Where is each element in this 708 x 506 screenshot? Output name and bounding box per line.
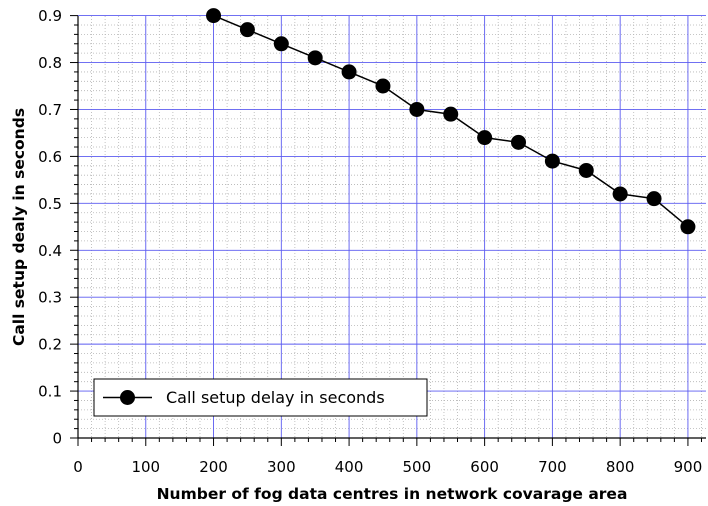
- data-point: [443, 106, 459, 122]
- data-point: [646, 191, 662, 207]
- data-point: [612, 186, 628, 202]
- y-tick-label: 0.5: [38, 195, 62, 213]
- data-point: [544, 153, 560, 169]
- x-tick-label: 500: [403, 458, 432, 476]
- y-tick-label: 0.4: [38, 242, 62, 260]
- data-point: [206, 8, 222, 24]
- x-tick-label: 300: [267, 458, 296, 476]
- x-tick-label: 800: [606, 458, 635, 476]
- y-tick-label: 0.1: [38, 383, 62, 401]
- y-tick-label: 0.2: [38, 336, 62, 354]
- x-tick-label: 100: [131, 458, 160, 476]
- x-axis-title: Number of fog data centres in network co…: [157, 485, 628, 503]
- y-tick-label: 0.9: [38, 7, 62, 25]
- axes: [77, 16, 706, 439]
- x-tick-label: 400: [335, 458, 364, 476]
- major-grid: [78, 15, 706, 438]
- legend-label: Call setup delay in seconds: [166, 388, 385, 407]
- data-point: [578, 162, 594, 178]
- x-tick-label: 0: [73, 458, 83, 476]
- x-tick-label: 600: [470, 458, 499, 476]
- data-point: [477, 130, 493, 146]
- data-point: [273, 36, 289, 52]
- y-tick-label: 0: [52, 430, 62, 448]
- x-axis-ticks: 0 100 200 300 400 500 600 700 800 900: [73, 438, 702, 476]
- plot-background: [78, 16, 706, 438]
- data-point: [239, 22, 255, 38]
- data-point: [680, 219, 696, 235]
- x-tick-label: 900: [674, 458, 703, 476]
- minor-grid: [78, 16, 706, 438]
- y-axis-title: Call setup dealy in seconds: [10, 108, 28, 346]
- x-tick-label: 700: [538, 458, 567, 476]
- data-point: [409, 101, 425, 117]
- series-layer: [206, 8, 696, 235]
- y-tick-label: 0.6: [38, 148, 62, 166]
- y-tick-label: 0.7: [38, 101, 62, 119]
- data-point: [341, 64, 357, 80]
- data-point: [307, 50, 323, 66]
- legend-marker: [120, 390, 135, 405]
- data-point: [511, 134, 527, 150]
- data-point: [375, 78, 391, 94]
- x-tick-label: 200: [199, 458, 228, 476]
- y-axis-ticks: 0 0.1 0.2 0.3 0.4 0.5 0.6 0.7 0.8 0.9: [38, 7, 78, 448]
- y-tick-label: 0.3: [38, 289, 62, 307]
- legend: Call setup delay in seconds: [93, 378, 428, 417]
- y-tick-label: 0.8: [38, 54, 62, 72]
